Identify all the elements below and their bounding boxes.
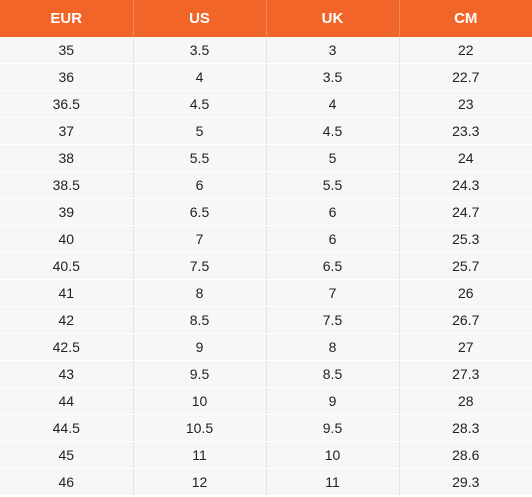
cell-cm: 25.3 bbox=[399, 226, 532, 253]
table-row: 36 4 3.5 22.7 bbox=[0, 64, 532, 91]
cell-cm: 25.7 bbox=[399, 253, 532, 280]
cell-uk: 3.5 bbox=[266, 64, 399, 91]
cell-eur: 44 bbox=[0, 388, 133, 415]
header-uk: UK bbox=[266, 0, 399, 37]
cell-us: 4.5 bbox=[133, 91, 266, 118]
cell-us: 5 bbox=[133, 118, 266, 145]
cell-us: 6 bbox=[133, 172, 266, 199]
table-row: 38.5 6 5.5 24.3 bbox=[0, 172, 532, 199]
table-row: 41 8 7 26 bbox=[0, 280, 532, 307]
header-cm: CM bbox=[399, 0, 532, 37]
table-body: 35 3.5 3 22 36 4 3.5 22.7 36.5 4.5 4 23 37 5 4.5 23.3 38… bbox=[0, 37, 532, 496]
cell-eur: 35 bbox=[0, 37, 133, 64]
cell-cm: 24.3 bbox=[399, 172, 532, 199]
table-row: 35 3.5 3 22 bbox=[0, 37, 532, 64]
table-row: 40.5 7.5 6.5 25.7 bbox=[0, 253, 532, 280]
cell-us: 9 bbox=[133, 334, 266, 361]
cell-uk: 5.5 bbox=[266, 172, 399, 199]
cell-uk: 6 bbox=[266, 199, 399, 226]
cell-eur: 38 bbox=[0, 145, 133, 172]
cell-cm: 28 bbox=[399, 388, 532, 415]
cell-eur: 36.5 bbox=[0, 91, 133, 118]
cell-us: 3.5 bbox=[133, 37, 266, 64]
cell-uk: 7.5 bbox=[266, 307, 399, 334]
cell-uk: 6.5 bbox=[266, 253, 399, 280]
cell-cm: 28.6 bbox=[399, 442, 532, 469]
table-row: 44.5 10.5 9.5 28.3 bbox=[0, 415, 532, 442]
table-row: 43 9.5 8.5 27.3 bbox=[0, 361, 532, 388]
cell-eur: 41 bbox=[0, 280, 133, 307]
cell-uk: 11 bbox=[266, 469, 399, 496]
cell-cm: 24 bbox=[399, 145, 532, 172]
cell-uk: 6 bbox=[266, 226, 399, 253]
cell-us: 7.5 bbox=[133, 253, 266, 280]
cell-us: 9.5 bbox=[133, 361, 266, 388]
table-row: 40 7 6 25.3 bbox=[0, 226, 532, 253]
cell-us: 8 bbox=[133, 280, 266, 307]
cell-us: 12 bbox=[133, 469, 266, 496]
cell-cm: 22 bbox=[399, 37, 532, 64]
cell-eur: 42.5 bbox=[0, 334, 133, 361]
header-eur: EUR bbox=[0, 0, 133, 37]
cell-eur: 44.5 bbox=[0, 415, 133, 442]
cell-cm: 27 bbox=[399, 334, 532, 361]
table-row: 39 6.5 6 24.7 bbox=[0, 199, 532, 226]
cell-us: 7 bbox=[133, 226, 266, 253]
table-row: 44 10 9 28 bbox=[0, 388, 532, 415]
table-row: 37 5 4.5 23.3 bbox=[0, 118, 532, 145]
cell-cm: 26 bbox=[399, 280, 532, 307]
cell-us: 10.5 bbox=[133, 415, 266, 442]
cell-eur: 36 bbox=[0, 64, 133, 91]
header-us: US bbox=[133, 0, 266, 37]
cell-uk: 9.5 bbox=[266, 415, 399, 442]
cell-us: 8.5 bbox=[133, 307, 266, 334]
cell-us: 4 bbox=[133, 64, 266, 91]
cell-uk: 10 bbox=[266, 442, 399, 469]
table-row: 36.5 4.5 4 23 bbox=[0, 91, 532, 118]
cell-eur: 43 bbox=[0, 361, 133, 388]
cell-eur: 46 bbox=[0, 469, 133, 496]
cell-us: 10 bbox=[133, 388, 266, 415]
cell-uk: 7 bbox=[266, 280, 399, 307]
cell-eur: 40.5 bbox=[0, 253, 133, 280]
cell-eur: 39 bbox=[0, 199, 133, 226]
cell-cm: 28.3 bbox=[399, 415, 532, 442]
cell-uk: 8 bbox=[266, 334, 399, 361]
cell-uk: 9 bbox=[266, 388, 399, 415]
cell-eur: 42 bbox=[0, 307, 133, 334]
cell-us: 5.5 bbox=[133, 145, 266, 172]
table-header-row: EUR US UK CM bbox=[0, 0, 532, 37]
cell-uk: 8.5 bbox=[266, 361, 399, 388]
cell-eur: 45 bbox=[0, 442, 133, 469]
cell-cm: 24.7 bbox=[399, 199, 532, 226]
cell-eur: 37 bbox=[0, 118, 133, 145]
cell-cm: 23.3 bbox=[399, 118, 532, 145]
cell-us: 11 bbox=[133, 442, 266, 469]
cell-eur: 38.5 bbox=[0, 172, 133, 199]
cell-uk: 4 bbox=[266, 91, 399, 118]
cell-us: 6.5 bbox=[133, 199, 266, 226]
cell-cm: 29.3 bbox=[399, 469, 532, 496]
cell-uk: 3 bbox=[266, 37, 399, 64]
table-row: 45 11 10 28.6 bbox=[0, 442, 532, 469]
cell-uk: 5 bbox=[266, 145, 399, 172]
cell-eur: 40 bbox=[0, 226, 133, 253]
cell-cm: 22.7 bbox=[399, 64, 532, 91]
cell-cm: 23 bbox=[399, 91, 532, 118]
cell-uk: 4.5 bbox=[266, 118, 399, 145]
table-row: 46 12 11 29.3 bbox=[0, 469, 532, 496]
table-row: 42 8.5 7.5 26.7 bbox=[0, 307, 532, 334]
cell-cm: 27.3 bbox=[399, 361, 532, 388]
cell-cm: 26.7 bbox=[399, 307, 532, 334]
table-row: 38 5.5 5 24 bbox=[0, 145, 532, 172]
table-row: 42.5 9 8 27 bbox=[0, 334, 532, 361]
